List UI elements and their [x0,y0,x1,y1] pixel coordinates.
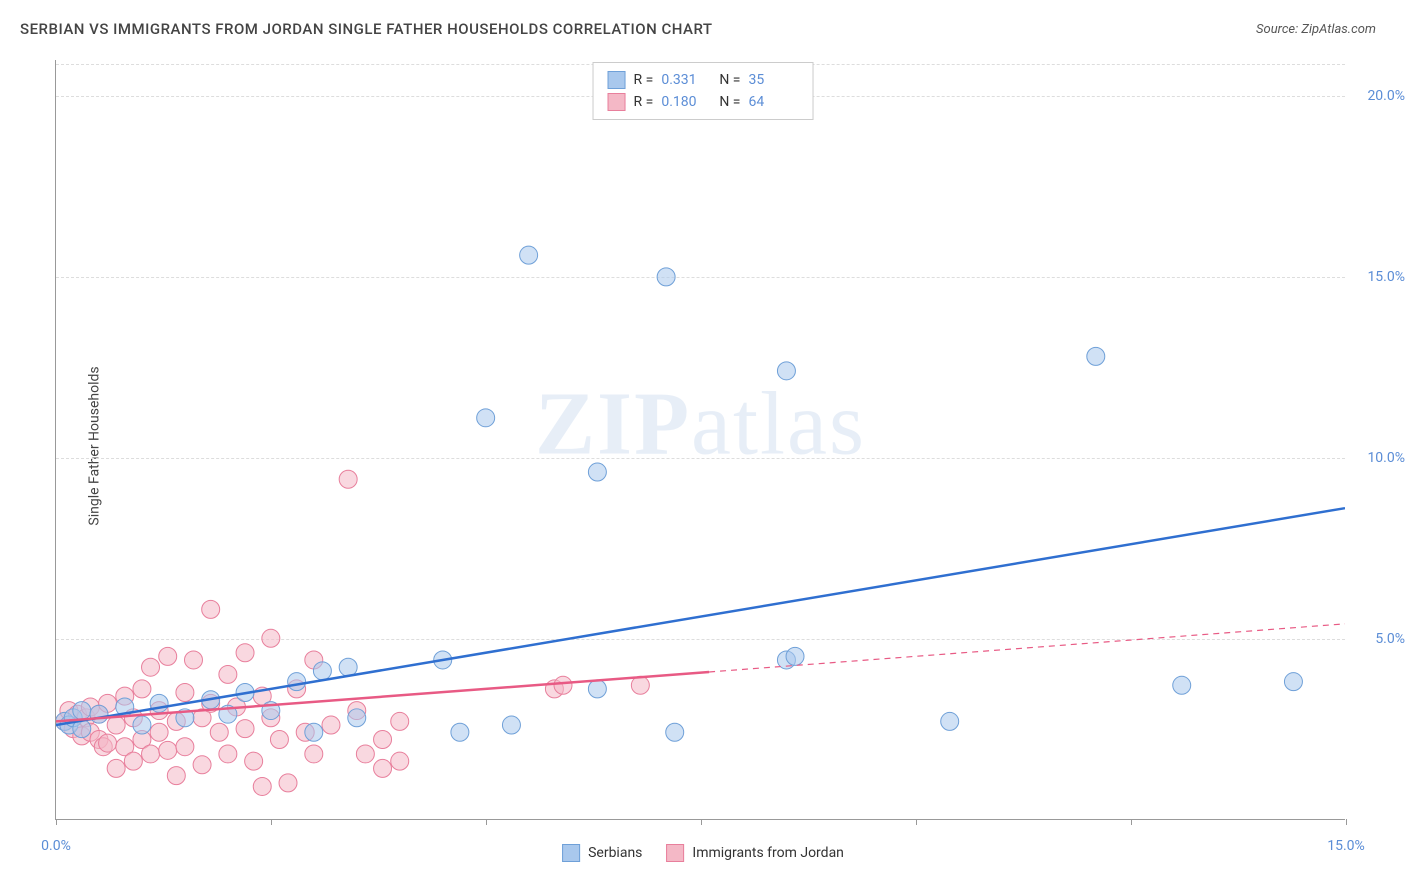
legend-series: Serbians Immigrants from Jordan [562,844,844,862]
legend-swatch-jordan [608,93,626,111]
n-label: N = [719,72,740,88]
chart-title: SERBIAN VS IMMIGRANTS FROM JORDAN SINGLE… [20,20,713,38]
n-value-0: 35 [748,72,798,88]
legend-swatch-jordan-icon [666,844,684,862]
legend-stats-row-0: R = 0.331 N = 35 [608,69,799,91]
plot-area: ZIPatlas 5.0%10.0%15.0%20.0%0.0%15.0% [55,60,1345,820]
legend-label-serbians: Serbians [588,845,642,861]
chart-svg [56,60,1345,819]
x-tick-label: 15.0% [1327,838,1365,854]
y-tick-label: 10.0% [1367,450,1405,466]
legend-stats: R = 0.331 N = 35 R = 0.180 N = 64 [593,62,814,120]
x-tick [1346,819,1347,825]
x-tick [486,819,487,825]
y-tick-label: 15.0% [1367,269,1405,285]
r-label: R = [634,72,654,88]
r-value-0: 0.331 [661,72,711,88]
x-tick-label: 0.0% [41,838,71,854]
legend-swatch-serbians-icon [562,844,580,862]
r-value-1: 0.180 [661,94,711,110]
legend-stats-row-1: R = 0.180 N = 64 [608,91,799,113]
r-label: R = [634,94,654,110]
x-tick [701,819,702,825]
n-label: N = [719,94,740,110]
x-tick [271,819,272,825]
source-label: Source: ZipAtlas.com [1256,22,1376,37]
x-tick [1131,819,1132,825]
legend-item-jordan: Immigrants from Jordan [666,844,844,862]
x-tick [56,819,57,825]
x-tick [916,819,917,825]
legend-swatch-serbians [608,71,626,89]
n-value-1: 64 [748,94,798,110]
legend-label-jordan: Immigrants from Jordan [692,845,844,861]
y-tick-label: 20.0% [1367,88,1405,104]
legend-item-serbians: Serbians [562,844,642,862]
y-tick-label: 5.0% [1375,631,1405,647]
